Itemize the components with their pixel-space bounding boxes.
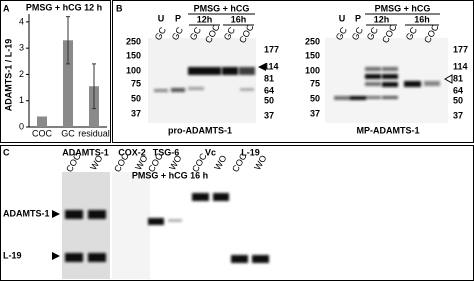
mw-marker: 50 bbox=[131, 93, 141, 103]
time: 16h bbox=[414, 14, 430, 24]
y-tick-label: 3 bbox=[19, 43, 24, 53]
mw-marker: 81 bbox=[453, 73, 463, 83]
band-label: ADAMTS-1 bbox=[3, 208, 50, 218]
arrowhead bbox=[52, 252, 60, 260]
mw-marker: 64 bbox=[264, 85, 274, 95]
antibody-label: L-19 bbox=[241, 147, 260, 157]
y-tick-label: 0 bbox=[19, 121, 24, 131]
arrowhead bbox=[52, 210, 60, 218]
error-bar bbox=[92, 63, 96, 110]
mw-marker: 100 bbox=[305, 65, 320, 75]
mw-marker: 150 bbox=[126, 50, 141, 60]
treatment: PMSG + hCG bbox=[375, 3, 431, 13]
blot-caption: MP-ADAMTS-1 bbox=[357, 125, 420, 135]
mw-marker: 250 bbox=[126, 36, 141, 46]
antibody-label: COX-2 bbox=[118, 147, 146, 157]
mw-marker: 37 bbox=[453, 110, 463, 120]
mw-marker: 50 bbox=[310, 93, 320, 103]
mw-marker: 100 bbox=[126, 65, 141, 75]
panel-label: B bbox=[116, 3, 123, 13]
lane-treatment: P bbox=[355, 13, 361, 23]
bar bbox=[37, 116, 47, 127]
mw-marker: 81 bbox=[264, 73, 274, 83]
blot-c bbox=[62, 172, 269, 279]
panel-title: PMSG + hCG 16 h bbox=[132, 170, 208, 180]
mw-marker: 177 bbox=[453, 44, 468, 54]
y-axis-label: ADAMTS-1 / L-19 bbox=[3, 39, 13, 112]
panel-label: C bbox=[3, 147, 10, 157]
lane-treatment: P bbox=[175, 13, 181, 23]
time: 12h bbox=[374, 14, 390, 24]
mw-marker: 64 bbox=[453, 85, 463, 95]
mw-marker: 177 bbox=[264, 44, 279, 54]
blot-caption: pro-ADAMTS-1 bbox=[168, 125, 232, 135]
mw-marker: 150 bbox=[305, 50, 320, 60]
bar bbox=[63, 40, 73, 127]
antibody-label: TSG-6 bbox=[153, 147, 180, 157]
band-label: L-19 bbox=[3, 250, 22, 260]
blot-left bbox=[148, 38, 256, 123]
antibody-label: ADAMTS-1 bbox=[62, 147, 109, 157]
blot-right bbox=[325, 38, 448, 123]
mw-marker: 37 bbox=[131, 108, 141, 118]
treatment: PMSG + hCG bbox=[194, 3, 250, 13]
mw-marker: 75 bbox=[131, 78, 141, 88]
mw-marker: 50 bbox=[264, 95, 274, 105]
x-tick-label: residual bbox=[78, 128, 110, 138]
error-bar bbox=[66, 16, 70, 65]
lane-treatment: U bbox=[158, 13, 165, 23]
arrowhead-open bbox=[443, 74, 453, 84]
y-tick-label: 2 bbox=[19, 69, 24, 79]
mw-marker: 114 bbox=[264, 61, 279, 71]
mw-marker: 50 bbox=[453, 95, 463, 105]
panel-a-frame bbox=[0, 0, 111, 143]
x-tick-label: GC bbox=[61, 128, 75, 138]
mw-marker: 37 bbox=[310, 108, 320, 118]
antibody-label: Vc bbox=[205, 147, 216, 157]
y-tick-label: 4 bbox=[19, 16, 24, 26]
panel-label: A bbox=[3, 3, 10, 13]
mw-marker: 114 bbox=[453, 61, 468, 71]
mw-marker: 250 bbox=[305, 36, 320, 46]
mw-marker: 37 bbox=[264, 110, 274, 120]
time: 16h bbox=[231, 14, 247, 24]
chart-title: PMSG + hCG 12 h bbox=[26, 2, 102, 12]
y-tick-label: 1 bbox=[19, 95, 24, 105]
mw-marker: 75 bbox=[310, 78, 320, 88]
time: 12h bbox=[197, 14, 213, 24]
x-tick-label: COC bbox=[32, 128, 53, 138]
arrowhead bbox=[258, 63, 266, 71]
lane-treatment: U bbox=[339, 13, 346, 23]
